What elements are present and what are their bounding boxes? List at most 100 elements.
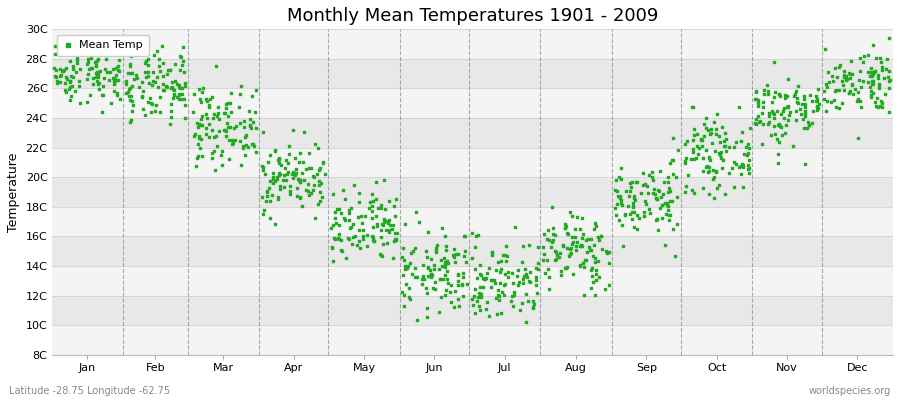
Mean Temp bbox=[433, 276, 447, 282]
Mean Temp bbox=[491, 292, 505, 298]
Mean Temp bbox=[389, 236, 403, 243]
Mean Temp bbox=[406, 248, 420, 254]
Mean Temp bbox=[770, 136, 784, 142]
Mean Temp bbox=[272, 156, 286, 162]
Mean Temp bbox=[797, 161, 812, 168]
Mean Temp bbox=[850, 134, 865, 141]
Mean Temp bbox=[709, 131, 724, 138]
Mean Temp bbox=[716, 156, 730, 163]
Mean Temp bbox=[234, 83, 248, 89]
Mean Temp bbox=[821, 68, 835, 75]
Mean Temp bbox=[307, 174, 321, 180]
Mean Temp bbox=[256, 211, 271, 217]
Mean Temp bbox=[783, 109, 797, 116]
Mean Temp bbox=[191, 124, 205, 130]
Mean Temp bbox=[754, 110, 769, 116]
Mean Temp bbox=[231, 104, 246, 110]
Mean Temp bbox=[421, 272, 436, 279]
Mean Temp bbox=[63, 58, 77, 65]
Mean Temp bbox=[194, 145, 208, 151]
Mean Temp bbox=[755, 141, 770, 148]
Mean Temp bbox=[328, 236, 342, 242]
Mean Temp bbox=[285, 127, 300, 134]
Mean Temp bbox=[661, 202, 675, 208]
Mean Temp bbox=[602, 248, 616, 255]
Mean Temp bbox=[408, 274, 422, 280]
Mean Temp bbox=[845, 82, 859, 88]
Mean Temp bbox=[727, 159, 742, 165]
Mean Temp bbox=[135, 79, 149, 85]
Mean Temp bbox=[544, 239, 559, 245]
Mean Temp bbox=[602, 260, 616, 267]
Mean Temp bbox=[188, 131, 202, 137]
Mean Temp bbox=[516, 280, 530, 286]
Mean Temp bbox=[612, 217, 626, 223]
Mean Temp bbox=[434, 294, 448, 300]
Mean Temp bbox=[621, 203, 635, 210]
Mean Temp bbox=[679, 182, 693, 189]
Mean Temp bbox=[316, 159, 330, 166]
Mean Temp bbox=[66, 74, 80, 80]
Mean Temp bbox=[845, 70, 859, 77]
Mean Temp bbox=[255, 193, 269, 200]
Mean Temp bbox=[194, 122, 208, 128]
Mean Temp bbox=[650, 196, 664, 202]
Mean Temp bbox=[112, 68, 126, 74]
Mean Temp bbox=[332, 222, 347, 228]
Mean Temp bbox=[835, 82, 850, 88]
Mean Temp bbox=[175, 91, 189, 97]
Mean Temp bbox=[822, 79, 836, 86]
Mean Temp bbox=[228, 137, 242, 143]
Mean Temp bbox=[541, 266, 555, 272]
Mean Temp bbox=[767, 58, 781, 65]
Mean Temp bbox=[827, 97, 842, 103]
Mean Temp bbox=[799, 125, 814, 131]
Mean Temp bbox=[873, 103, 887, 109]
Mean Temp bbox=[111, 77, 125, 83]
Mean Temp bbox=[410, 274, 425, 280]
Mean Temp bbox=[416, 262, 430, 268]
Mean Temp bbox=[471, 294, 485, 300]
Mean Temp bbox=[498, 271, 512, 277]
Mean Temp bbox=[125, 108, 140, 115]
Mean Temp bbox=[636, 182, 651, 188]
Mean Temp bbox=[699, 163, 714, 169]
Mean Temp bbox=[778, 92, 793, 98]
Bar bbox=[51, 177, 893, 207]
Mean Temp bbox=[719, 136, 733, 142]
Mean Temp bbox=[85, 65, 99, 72]
Mean Temp bbox=[237, 123, 251, 130]
Mean Temp bbox=[484, 249, 499, 256]
Mean Temp bbox=[292, 178, 307, 185]
Mean Temp bbox=[378, 206, 392, 212]
Mean Temp bbox=[652, 205, 667, 211]
Mean Temp bbox=[537, 251, 552, 257]
Mean Temp bbox=[587, 242, 601, 248]
Mean Temp bbox=[615, 222, 629, 229]
Mean Temp bbox=[136, 106, 150, 112]
Mean Temp bbox=[209, 63, 223, 70]
Mean Temp bbox=[295, 170, 310, 176]
Mean Temp bbox=[125, 102, 140, 108]
Mean Temp bbox=[715, 164, 729, 171]
Mean Temp bbox=[63, 84, 77, 90]
Mean Temp bbox=[428, 285, 443, 292]
Bar bbox=[51, 296, 893, 325]
Mean Temp bbox=[451, 282, 465, 288]
Mean Temp bbox=[397, 292, 411, 298]
Mean Temp bbox=[865, 71, 879, 78]
Mean Temp bbox=[374, 234, 388, 240]
Mean Temp bbox=[71, 49, 86, 55]
Mean Temp bbox=[424, 256, 438, 262]
Mean Temp bbox=[415, 276, 429, 282]
Mean Temp bbox=[876, 64, 890, 70]
Mean Temp bbox=[346, 182, 361, 188]
Mean Temp bbox=[344, 205, 358, 212]
Mean Temp bbox=[163, 100, 177, 107]
Mean Temp bbox=[558, 224, 572, 231]
Mean Temp bbox=[54, 72, 68, 78]
Mean Temp bbox=[457, 233, 472, 239]
Mean Temp bbox=[367, 238, 382, 244]
Mean Temp bbox=[762, 110, 777, 116]
Mean Temp bbox=[697, 121, 711, 127]
